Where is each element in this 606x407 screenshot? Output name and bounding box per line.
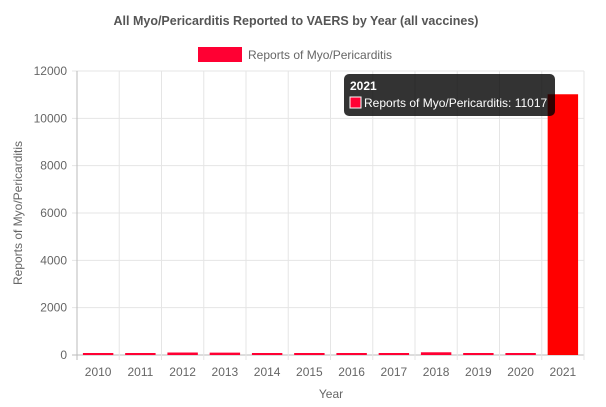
legend-swatch	[198, 47, 242, 62]
x-tick-label: 2016	[338, 365, 365, 379]
bar-2014[interactable]	[251, 353, 283, 355]
x-tick-label: 2012	[169, 365, 196, 379]
bar-2019[interactable]	[463, 353, 494, 355]
y-tick-label: 6000	[40, 206, 67, 220]
tooltip-title: 2021	[350, 79, 377, 93]
y-tick-label: 10000	[34, 111, 68, 125]
bar-2011[interactable]	[125, 353, 156, 355]
legend-label: Reports of Myo/Pericarditis	[248, 48, 392, 62]
tooltip: 2021 Reports of Myo/Pericarditis: 11017	[344, 74, 555, 116]
x-tick-label: 2021	[550, 365, 577, 379]
x-tick-label: 2019	[465, 365, 492, 379]
chart-title: All Myo/Pericarditis Reported to VAERS b…	[114, 14, 479, 28]
x-tick-label: 2014	[254, 365, 281, 379]
bar-2016[interactable]	[336, 353, 367, 355]
x-tick-label: 2020	[507, 365, 534, 379]
y-axis-title: Reports of Myo/Pericarditis	[11, 141, 25, 285]
tooltip-box	[344, 74, 555, 116]
x-axis-title: Year	[319, 387, 343, 401]
bar-2015[interactable]	[294, 353, 325, 355]
y-tick-label: 12000	[34, 64, 68, 78]
y-tick-label: 8000	[40, 159, 67, 173]
bars[interactable]	[82, 94, 579, 355]
y-axis-ticks: 0 2000 4000 6000 8000 10000 12000	[34, 64, 68, 362]
bar-2013[interactable]	[209, 352, 241, 355]
tooltip-body: Reports of Myo/Pericarditis: 11017	[364, 96, 548, 110]
x-tick-label: 2018	[423, 365, 450, 379]
legend[interactable]: Reports of Myo/Pericarditis	[198, 47, 392, 62]
bar-2012[interactable]	[167, 352, 198, 355]
x-tick-label: 2011	[127, 365, 153, 379]
bar-2021[interactable]	[547, 94, 579, 355]
x-tick-label: 2017	[381, 365, 408, 379]
x-axis-ticks: 2010 2011 2012 2013 2014 2015 2016 2017 2018 2019…	[85, 365, 577, 379]
bar-2017[interactable]	[378, 353, 410, 355]
gridlines	[72, 70, 585, 360]
bar-2020[interactable]	[505, 353, 536, 355]
bar-2018[interactable]	[420, 352, 452, 355]
x-tick-label: 2013	[212, 365, 239, 379]
x-tick-label: 2015	[296, 365, 323, 379]
bar-2010[interactable]	[82, 353, 114, 355]
y-tick-label: 4000	[40, 253, 67, 267]
x-tick-label: 2010	[85, 365, 112, 379]
y-tick-label: 2000	[40, 301, 67, 315]
tooltip-swatch	[349, 96, 362, 109]
y-tick-label: 0	[60, 348, 67, 362]
